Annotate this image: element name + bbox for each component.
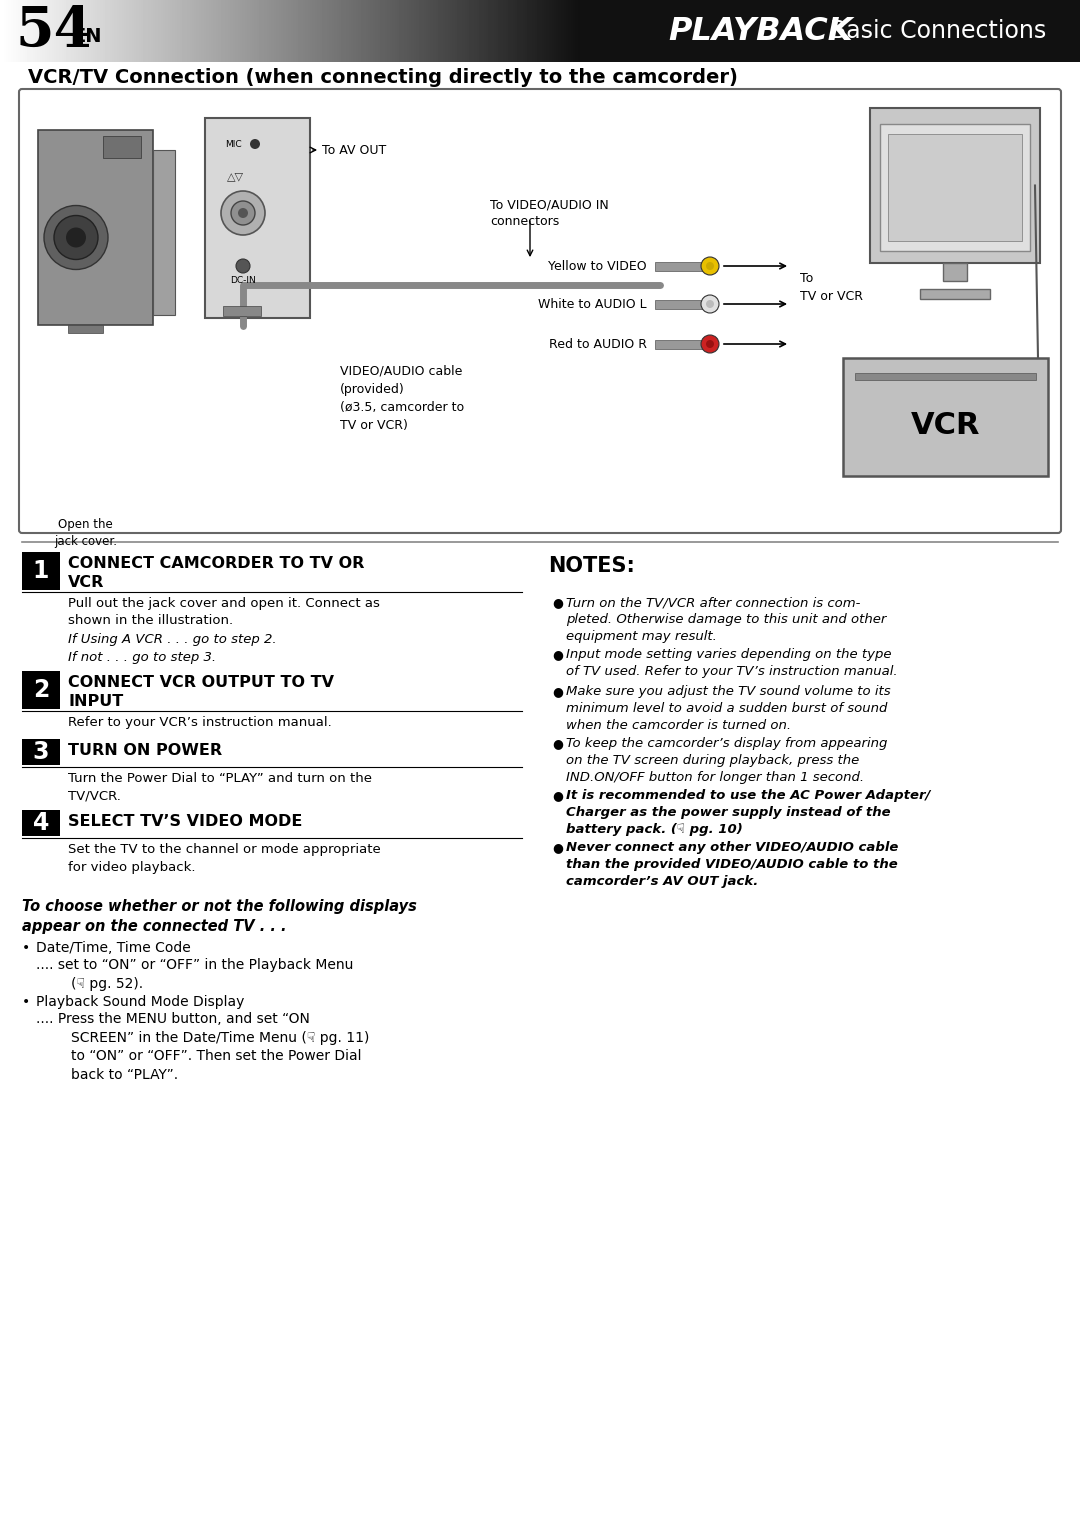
Bar xyxy=(654,300,703,310)
Circle shape xyxy=(66,227,86,247)
Text: .... Press the MENU button, and set “ON
        SCREEN” in the Date/Time Menu (☟: .... Press the MENU button, and set “ON … xyxy=(36,1012,369,1082)
Text: .... set to “ON” or “OFF” in the Playback Menu
        (☟ pg. 52).: .... set to “ON” or “OFF” in the Playbac… xyxy=(36,958,353,990)
Bar xyxy=(153,150,175,314)
Bar xyxy=(843,359,1048,477)
Text: To keep the camcorder’s display from appearing
on the TV screen during playback,: To keep the camcorder’s display from app… xyxy=(566,737,888,785)
Text: Pull out the jack cover and open it. Connect as
shown in the illustration.: Pull out the jack cover and open it. Con… xyxy=(68,596,380,627)
Text: Never connect any other VIDEO/AUDIO cable
than the provided VIDEO/AUDIO cable to: Never connect any other VIDEO/AUDIO cabl… xyxy=(566,842,899,889)
Text: 3: 3 xyxy=(32,740,50,763)
Bar xyxy=(654,262,703,271)
Circle shape xyxy=(238,208,248,218)
Bar xyxy=(22,809,60,835)
Text: Playback Sound Mode Display: Playback Sound Mode Display xyxy=(36,995,244,1009)
Bar xyxy=(920,290,990,299)
Text: Date/Time, Time Code: Date/Time, Time Code xyxy=(36,941,191,955)
Bar xyxy=(22,739,60,765)
Text: White to AUDIO L: White to AUDIO L xyxy=(538,297,647,311)
FancyBboxPatch shape xyxy=(19,89,1061,533)
Text: •: • xyxy=(22,995,30,1009)
Text: To choose whether or not the following displays
appear on the connected TV . . .: To choose whether or not the following d… xyxy=(22,898,417,934)
Bar xyxy=(580,0,1080,61)
Circle shape xyxy=(44,205,108,270)
Bar xyxy=(870,107,1040,264)
Text: To VIDEO/AUDIO IN
connectors: To VIDEO/AUDIO IN connectors xyxy=(490,198,609,228)
Text: △▽: △▽ xyxy=(227,172,243,181)
Text: If Using A VCR . . . go to step 2.
If not . . . go to step 3.: If Using A VCR . . . go to step 2. If no… xyxy=(68,633,276,664)
Circle shape xyxy=(54,216,98,259)
Text: 4: 4 xyxy=(32,811,50,835)
Text: Make sure you adjust the TV sound volume to its
minimum level to avoid a sudden : Make sure you adjust the TV sound volume… xyxy=(566,685,891,733)
Text: To AV OUT: To AV OUT xyxy=(322,144,387,156)
Text: PLAYBACK: PLAYBACK xyxy=(669,15,852,46)
Circle shape xyxy=(706,340,714,348)
Text: 2: 2 xyxy=(32,678,50,702)
Text: Yellow to VIDEO: Yellow to VIDEO xyxy=(549,259,647,273)
Text: ●: ● xyxy=(552,685,563,698)
Text: VIDEO/AUDIO cable
(provided)
(ø3.5, camcorder to
TV or VCR): VIDEO/AUDIO cable (provided) (ø3.5, camc… xyxy=(340,365,464,432)
Bar xyxy=(38,130,153,325)
Bar xyxy=(22,671,60,708)
Circle shape xyxy=(221,192,265,235)
Text: •: • xyxy=(22,941,30,955)
Text: It is recommended to use the AC Power Adapter/
Charger as the power supply inste: It is recommended to use the AC Power Ad… xyxy=(566,789,930,837)
Circle shape xyxy=(701,294,719,313)
Text: ●: ● xyxy=(552,648,563,661)
Text: Set the TV to the channel or mode appropriate
for video playback.: Set the TV to the channel or mode approp… xyxy=(68,843,381,874)
Text: ●: ● xyxy=(552,737,563,750)
Bar xyxy=(943,264,967,281)
Text: 54: 54 xyxy=(15,3,92,58)
Text: ●: ● xyxy=(552,596,563,609)
Text: VCR: VCR xyxy=(910,411,981,440)
Circle shape xyxy=(706,300,714,308)
Text: Refer to your VCR’s instruction manual.: Refer to your VCR’s instruction manual. xyxy=(68,716,332,730)
Bar xyxy=(222,307,261,316)
Bar xyxy=(68,325,103,333)
Circle shape xyxy=(701,336,719,353)
Text: 1: 1 xyxy=(32,560,50,583)
Text: CONNECT CAMCORDER TO TV OR
VCR: CONNECT CAMCORDER TO TV OR VCR xyxy=(68,556,364,590)
Text: Turn the Power Dial to “PLAY” and turn on the
TV/VCR.: Turn the Power Dial to “PLAY” and turn o… xyxy=(68,773,372,802)
Text: Input mode setting varies depending on the type
of TV used. Refer to your TV’s i: Input mode setting varies depending on t… xyxy=(566,648,897,678)
Text: EN: EN xyxy=(72,28,102,46)
Text: Open the
jack cover.: Open the jack cover. xyxy=(54,518,117,547)
Text: To
TV or VCR: To TV or VCR xyxy=(800,273,863,304)
Circle shape xyxy=(231,201,255,225)
Text: TURN ON POWER: TURN ON POWER xyxy=(68,744,222,757)
Bar xyxy=(205,118,310,317)
Circle shape xyxy=(237,259,249,273)
Text: ●: ● xyxy=(552,842,563,854)
Bar xyxy=(880,124,1030,251)
Text: Red to AUDIO R: Red to AUDIO R xyxy=(549,337,647,351)
Bar xyxy=(888,133,1022,241)
Text: MIC: MIC xyxy=(225,140,241,149)
Text: Turn on the TV/VCR after connection is com-
pleted. Otherwise damage to this uni: Turn on the TV/VCR after connection is c… xyxy=(566,596,887,644)
Bar xyxy=(855,373,1036,380)
Bar xyxy=(654,340,703,350)
Text: SELECT TV’S VIDEO MODE: SELECT TV’S VIDEO MODE xyxy=(68,814,302,829)
Text: CONNECT VCR OUTPUT TO TV
INPUT: CONNECT VCR OUTPUT TO TV INPUT xyxy=(68,675,334,708)
Bar xyxy=(22,552,60,590)
Text: DC-IN: DC-IN xyxy=(230,276,256,285)
Circle shape xyxy=(701,258,719,274)
Text: VCR/TV Connection (when connecting directly to the camcorder): VCR/TV Connection (when connecting direc… xyxy=(28,67,738,87)
Text: NOTES:: NOTES: xyxy=(548,556,635,576)
Circle shape xyxy=(706,262,714,270)
Text: Basic Connections: Basic Connections xyxy=(831,18,1047,43)
Text: ●: ● xyxy=(552,789,563,802)
Bar xyxy=(103,136,141,158)
Circle shape xyxy=(249,140,260,149)
